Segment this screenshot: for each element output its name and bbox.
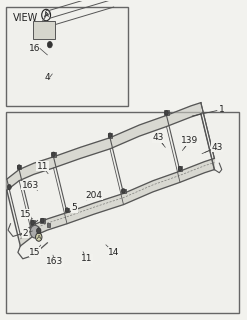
Text: 204: 204 bbox=[85, 190, 103, 200]
Circle shape bbox=[165, 111, 168, 115]
Bar bbox=[164, 110, 169, 115]
Text: 139: 139 bbox=[181, 136, 198, 145]
Bar bbox=[51, 152, 56, 157]
Bar bbox=[178, 166, 182, 171]
Circle shape bbox=[7, 185, 11, 190]
Text: 16: 16 bbox=[29, 44, 41, 53]
Bar bbox=[33, 21, 55, 39]
Circle shape bbox=[178, 166, 182, 171]
Polygon shape bbox=[20, 158, 214, 246]
Bar bbox=[47, 223, 50, 227]
Bar bbox=[65, 208, 69, 212]
Text: A: A bbox=[44, 12, 48, 18]
Circle shape bbox=[65, 208, 69, 212]
Bar bbox=[17, 164, 21, 169]
Circle shape bbox=[36, 233, 42, 241]
Text: 43: 43 bbox=[211, 143, 223, 152]
Circle shape bbox=[47, 42, 52, 48]
Text: 43: 43 bbox=[152, 133, 164, 142]
Bar bbox=[108, 133, 112, 138]
Bar bbox=[121, 188, 126, 193]
Text: 5: 5 bbox=[71, 203, 77, 212]
Circle shape bbox=[17, 165, 21, 169]
Text: 15: 15 bbox=[20, 210, 31, 219]
Text: 163: 163 bbox=[21, 181, 39, 190]
Bar bbox=[30, 220, 35, 225]
Text: 2: 2 bbox=[22, 229, 28, 238]
Circle shape bbox=[122, 189, 125, 193]
Bar bbox=[40, 218, 45, 223]
Text: 4: 4 bbox=[44, 73, 50, 82]
Polygon shape bbox=[7, 103, 201, 190]
Bar bbox=[6, 7, 128, 106]
Text: 1: 1 bbox=[219, 105, 225, 114]
Circle shape bbox=[108, 133, 112, 137]
Text: 11: 11 bbox=[37, 162, 48, 171]
Circle shape bbox=[41, 218, 44, 223]
Circle shape bbox=[31, 220, 34, 225]
Text: 11: 11 bbox=[81, 254, 92, 263]
Circle shape bbox=[30, 225, 40, 238]
Text: A: A bbox=[37, 235, 41, 240]
Text: 163: 163 bbox=[46, 258, 63, 267]
Circle shape bbox=[52, 152, 55, 156]
Text: VIEW: VIEW bbox=[13, 13, 38, 23]
Circle shape bbox=[37, 228, 41, 234]
Bar bbox=[6, 112, 239, 313]
Text: 14: 14 bbox=[108, 248, 119, 257]
Text: 15: 15 bbox=[29, 248, 41, 257]
